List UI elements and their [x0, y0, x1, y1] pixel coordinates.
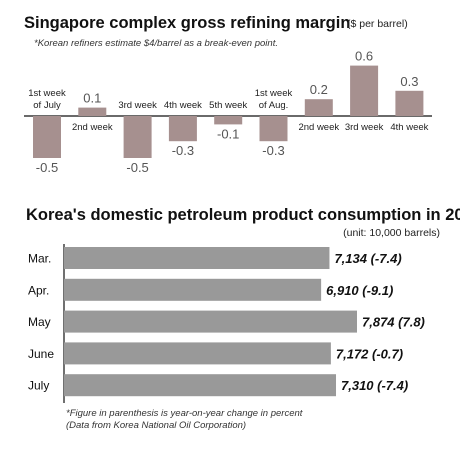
chart2-category-label: July	[28, 379, 49, 393]
chart1-value-label: 0.2	[310, 82, 328, 97]
chart2-category-label: Mar.	[28, 252, 51, 266]
chart2-value-label: 7,874 (7.8)	[362, 315, 425, 330]
chart2-bar	[64, 278, 322, 301]
chart2-title: Korea's domestic petroleum product consu…	[26, 206, 460, 224]
chart2-unit: (unit: 10,000 barrels)	[343, 227, 440, 239]
chart1-category-label: 1st week	[28, 88, 66, 99]
chart2-note-2: (Data from Korea National Oil Corporatio…	[66, 420, 246, 431]
chart1-unit: ($ per barrel)	[347, 18, 408, 30]
chart1-value-label: -0.5	[126, 160, 148, 175]
chart1-value-label: 0.1	[83, 91, 101, 106]
chart1-note: *Korean refiners estimate $4/barrel as a…	[34, 38, 278, 49]
chart1-bar	[78, 107, 107, 116]
chart2-category-label: June	[28, 347, 54, 361]
chart2-bar	[64, 342, 331, 365]
chart1-bar	[395, 90, 424, 116]
chart2-value-label: 6,910 (-9.1)	[326, 283, 393, 298]
chart1-value-label: 0.3	[400, 74, 418, 89]
chart1-bar	[350, 65, 379, 116]
chart1-bar	[214, 116, 243, 125]
chart2-value-label: 7,310 (-7.4)	[341, 378, 408, 393]
chart1-category-label: 5th week	[209, 100, 247, 111]
chart1-category-label: 3rd week	[345, 122, 384, 133]
chart1-value-label: -0.3	[172, 143, 194, 158]
chart2-value-label: 7,134 (-7.4)	[334, 251, 401, 266]
chart1-category-label: 4th week	[164, 100, 202, 111]
chart2-bar	[64, 310, 357, 333]
chart1-category-label: 1st week	[255, 88, 293, 99]
chart1-value-label: -0.5	[36, 160, 58, 175]
chart2-bar	[64, 247, 330, 269]
chart1-bar	[304, 99, 333, 116]
chart2-bar	[64, 374, 337, 397]
chart1-bar	[33, 116, 61, 158]
chart2-category-label: Apr.	[28, 283, 49, 297]
chart2-value-label: 7,172 (-0.7)	[336, 346, 403, 361]
chart1-category-label: 3rd week	[118, 100, 157, 111]
chart1-category-label: of July	[33, 100, 61, 111]
chart1-bar	[168, 116, 197, 142]
chart1-bar	[123, 116, 152, 158]
chart1-value-label: 0.6	[355, 49, 373, 64]
chart2-category-label: May	[28, 315, 51, 329]
chart2-plot: Mar. 7,134 (-7.4) Apr. 6,910 (-9.1) May 7,874…	[28, 244, 425, 403]
chart1-value-label: -0.1	[217, 126, 239, 141]
chart1-title: Singapore complex gross refining margin	[24, 14, 350, 32]
chart1-category-label: 2nd week	[298, 122, 339, 133]
chart1-category-label: 2nd week	[72, 122, 113, 133]
chart1-category-label: 4th week	[390, 122, 428, 133]
chart1-value-label: -0.3	[262, 143, 284, 158]
chart1-bar	[259, 116, 288, 142]
chart1-category-label: of Aug.	[259, 100, 289, 111]
chart2-note-1: *Figure in parenthesis is year-on-year c…	[66, 408, 303, 419]
